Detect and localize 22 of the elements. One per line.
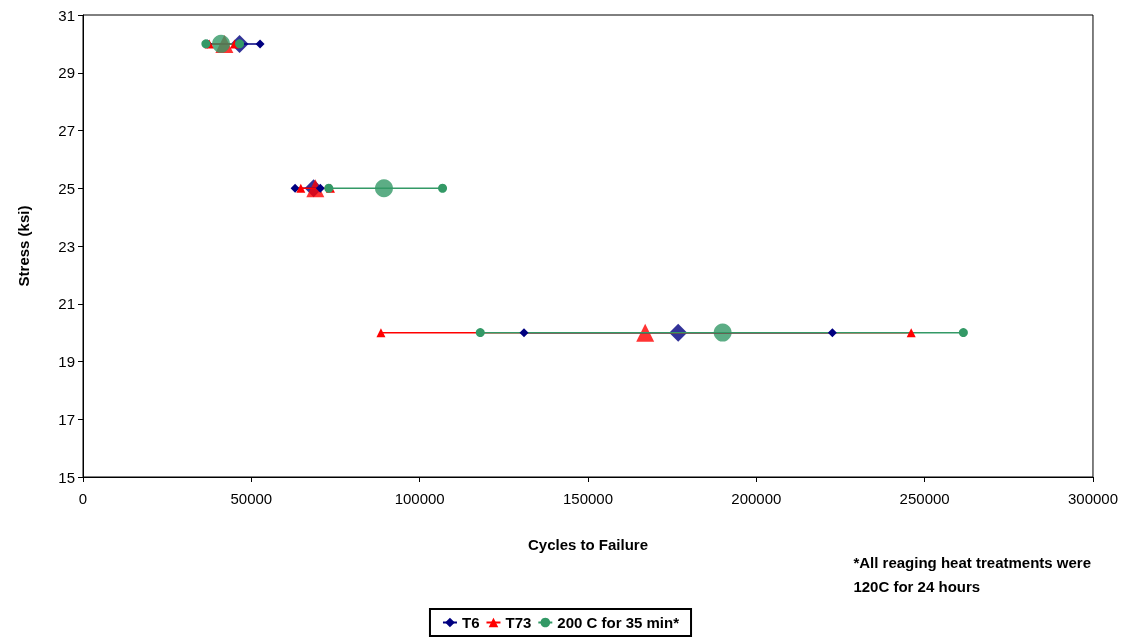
x-tick-label: 150000 (562, 490, 614, 507)
legend-label: T73 (505, 614, 532, 631)
y-tick-label: 21 (58, 295, 75, 313)
x-tick-label: 200000 (731, 490, 782, 507)
x-tick-label: 300000 (1067, 490, 1118, 507)
text: *All reaging heat treatments were 120C for 24 hours (853, 553, 1091, 595)
x-axis-title: Cycles to Failure (527, 536, 649, 553)
y-tick-label: 19 (58, 353, 75, 370)
legend-label: 200 C for 35 min* (557, 614, 680, 631)
y-axis-title: Stress (ksi) (15, 205, 32, 287)
x-tick-label: 0 (78, 490, 88, 507)
y-tick-label: 27 (58, 122, 75, 139)
y-tick-label: 31 (58, 6, 75, 24)
y-tick-label: 29 (58, 64, 75, 82)
y-tick-label: 25 (58, 179, 75, 197)
x-tick-label: 100000 (394, 490, 445, 507)
y-tick-label: 23 (58, 237, 75, 255)
y-tick-label: 15 (58, 468, 75, 486)
x-tick-label: 50000 (230, 490, 273, 507)
legend-label: T6 (461, 614, 480, 631)
x-tick-label: 250000 (899, 490, 950, 507)
y-tick-label: 17 (58, 410, 75, 428)
